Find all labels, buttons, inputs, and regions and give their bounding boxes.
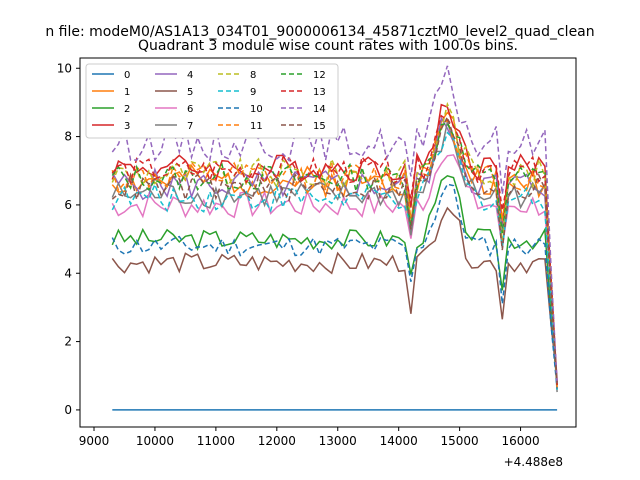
series-line-6 — [111, 154, 558, 380]
x-tick-label: 9000 — [79, 434, 110, 448]
chart-title: Quadrant 3 module wise count rates with … — [138, 38, 518, 54]
x-tick-label: 13000 — [319, 434, 357, 448]
legend-label-5: 5 — [187, 87, 193, 98]
legend-label-10: 10 — [250, 104, 263, 115]
x-axis: 9000 10000 11000 12000 13000 14000 15000 16000 — [79, 427, 540, 448]
series-line-13 — [111, 114, 558, 386]
legend-label-12: 12 — [313, 70, 326, 81]
legend-label-4: 4 — [187, 70, 193, 81]
x-tick-label: 12000 — [258, 434, 296, 448]
legend-box — [85, 63, 339, 139]
legend-label-13: 13 — [313, 87, 326, 98]
series-line-2 — [111, 174, 558, 385]
page-title: n file: modeM0/AS1A13_034T01_9000006134_… — [45, 24, 594, 40]
legend-label-1: 1 — [124, 87, 130, 98]
series-line-3 — [111, 103, 558, 384]
x-axis-offset-label: +4.488e8 — [504, 455, 563, 469]
legend-label-7: 7 — [187, 121, 193, 132]
series-line-5 — [111, 206, 558, 381]
legend-label-9: 9 — [250, 87, 256, 98]
x-tick-label: 11000 — [197, 434, 235, 448]
legend-label-8: 8 — [250, 70, 256, 81]
legend-label-15: 15 — [313, 121, 326, 132]
series-line-10 — [111, 183, 558, 389]
y-tick-label: 10 — [57, 61, 72, 75]
x-tick-label: 15000 — [441, 434, 479, 448]
y-tick-label: 6 — [64, 198, 72, 212]
legend-label-11: 11 — [250, 121, 263, 132]
legend-label-3: 3 — [124, 121, 130, 132]
x-tick-label: 16000 — [501, 434, 539, 448]
y-axis: 0 2 4 6 8 10 — [57, 61, 80, 417]
y-tick-label: 4 — [64, 266, 72, 280]
axes-frame — [79, 57, 577, 428]
legend-label-6: 6 — [187, 104, 193, 115]
series-line-15 — [111, 115, 558, 383]
y-tick-label: 8 — [64, 130, 72, 144]
x-tick-label: 14000 — [380, 434, 418, 448]
series-line-8 — [111, 101, 558, 391]
y-tick-label: 0 — [64, 403, 72, 417]
series-line-7 — [111, 118, 558, 393]
y-tick-label: 2 — [64, 335, 72, 349]
legend-label-2: 2 — [124, 104, 130, 115]
legend-label-14: 14 — [313, 104, 326, 115]
series-line-9 — [111, 131, 558, 390]
legend-label-0: 0 — [124, 70, 130, 81]
x-tick-label: 10000 — [136, 434, 174, 448]
